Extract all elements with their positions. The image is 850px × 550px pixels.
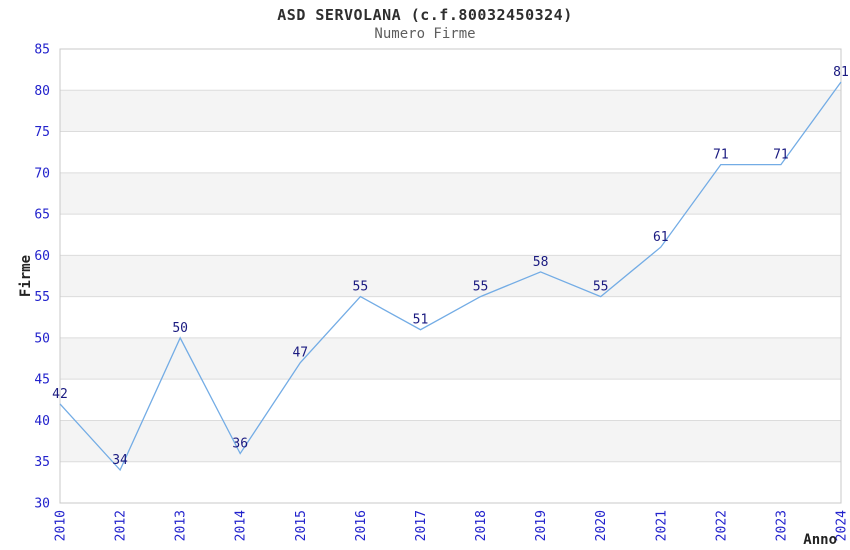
- y-tick-label: 45: [34, 373, 50, 388]
- data-label: 61: [653, 230, 669, 245]
- plot-band: [60, 90, 841, 132]
- data-label: 34: [112, 453, 128, 468]
- y-tick-label: 75: [34, 125, 50, 140]
- data-label: 42: [52, 387, 68, 402]
- x-tick-label: 2022: [714, 510, 729, 541]
- x-tick-label: 2021: [654, 510, 669, 541]
- x-tick-label: 2016: [354, 510, 369, 541]
- chart-title: ASD SERVOLANA (c.f.80032450324): [277, 6, 573, 24]
- y-axis-title: Firme: [18, 255, 34, 297]
- x-tick-label: 2010: [54, 510, 69, 541]
- data-label: 36: [232, 436, 248, 451]
- plot-band: [60, 337, 841, 380]
- series-line: [59, 81, 842, 472]
- data-label: 81: [833, 65, 849, 80]
- chart-subtitle: Numero Firme: [374, 26, 476, 42]
- y-tick-label: 40: [34, 414, 50, 429]
- y-tick-label: 60: [34, 249, 50, 264]
- y-tick-label: 70: [34, 166, 50, 181]
- x-tick-label: 2019: [534, 510, 549, 541]
- plot-band: [60, 420, 841, 462]
- y-tick-label: 35: [34, 455, 50, 470]
- data-label: 55: [593, 280, 609, 295]
- x-tick-label: 2023: [774, 510, 789, 541]
- x-tick-label: 2015: [294, 510, 309, 541]
- x-tick-label: 2020: [594, 510, 609, 541]
- data-label: 58: [533, 255, 549, 270]
- y-tick-label: 50: [34, 331, 50, 346]
- y-tick-label: 65: [34, 208, 50, 223]
- x-tick-label: 2018: [474, 510, 489, 541]
- data-label: 51: [413, 313, 429, 328]
- data-label: 71: [773, 148, 789, 163]
- y-tick-label: 55: [34, 290, 50, 305]
- x-tick-label: 2012: [114, 510, 129, 541]
- data-label: 47: [292, 346, 308, 361]
- x-tick-label: 2014: [234, 510, 249, 541]
- y-tick-label: 30: [34, 497, 50, 512]
- plot-band: [60, 172, 841, 215]
- y-tick-label: 85: [34, 43, 50, 58]
- x-tick-label: 2017: [414, 510, 429, 541]
- data-label: 50: [172, 321, 188, 336]
- data-label: 71: [713, 148, 729, 163]
- x-tick-label: 2013: [174, 510, 189, 541]
- y-tick-label: 80: [34, 84, 50, 99]
- plot-border: [59, 48, 842, 504]
- data-label: 55: [353, 280, 369, 295]
- x-tick-label: 2024: [835, 510, 850, 541]
- x-axis-title: Anno: [803, 532, 837, 548]
- data-label: 55: [473, 280, 489, 295]
- plot-band: [60, 255, 841, 297]
